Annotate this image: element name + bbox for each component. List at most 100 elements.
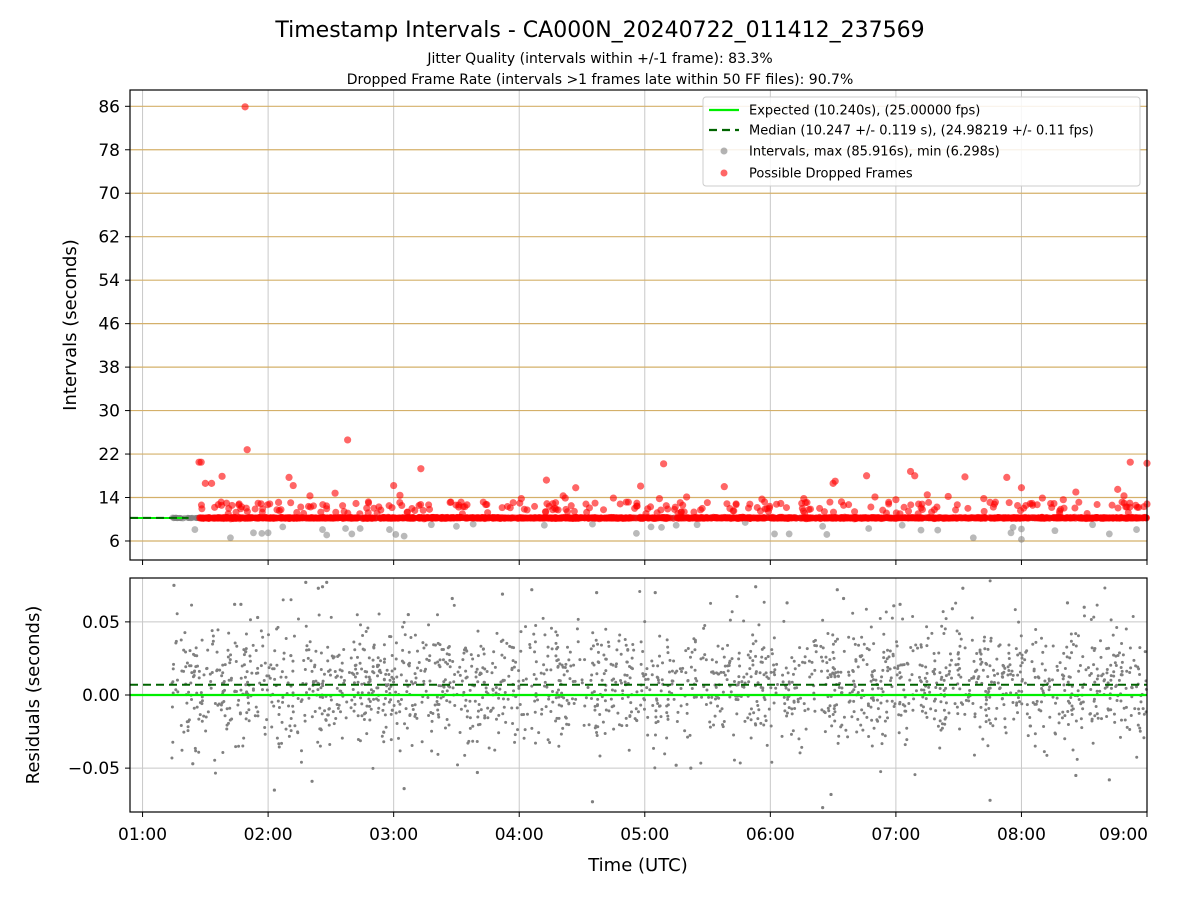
dropped-frame-point [1071, 505, 1078, 512]
residual-point [369, 700, 372, 703]
residual-point [1016, 674, 1019, 677]
residual-point [432, 643, 435, 646]
dropped-frame-point [980, 495, 987, 502]
residual-point [617, 640, 620, 643]
residual-point [554, 654, 557, 657]
dropped-frame-point [683, 493, 690, 500]
residual-point [595, 639, 598, 642]
residual-point [1121, 661, 1124, 664]
dropped-frame-point [585, 515, 592, 522]
residual-point [782, 620, 785, 623]
dropped-frame-point [417, 465, 424, 472]
residual-point [626, 649, 629, 652]
residual-point [705, 658, 708, 661]
residual-point [254, 714, 257, 717]
dropped-frame-point [312, 514, 319, 521]
residual-point [551, 647, 554, 650]
residual-point [982, 669, 985, 672]
residual-point [891, 617, 894, 620]
residual-point [334, 670, 337, 673]
dropped-frame-point [897, 510, 904, 517]
residual-point [399, 749, 402, 752]
residual-point [224, 663, 227, 666]
residual-point [537, 731, 540, 734]
residual-point [359, 623, 362, 626]
dropped-frame-point [396, 499, 403, 506]
residual-point [881, 733, 884, 736]
residual-point [483, 652, 486, 655]
residual-point [1052, 696, 1055, 699]
residual-point [464, 670, 467, 673]
residual-point [1024, 651, 1027, 654]
interval-point [453, 523, 460, 530]
residual-point [847, 671, 850, 674]
residual-point [245, 647, 248, 650]
residual-point [1056, 665, 1059, 668]
residual-point [685, 703, 688, 706]
residual-point [768, 708, 771, 711]
residual-point [641, 650, 644, 653]
dropped-frame-point [1039, 494, 1046, 501]
residual-point [404, 633, 407, 636]
residual-point [1099, 656, 1102, 659]
residual-point [328, 724, 331, 727]
residual-point [456, 763, 459, 766]
residual-point [366, 626, 369, 629]
residual-point [950, 677, 953, 680]
residual-point [504, 691, 507, 694]
residual-point [651, 673, 654, 676]
dropped-frame-point [981, 508, 988, 515]
residual-point [1018, 700, 1021, 703]
residual-point [885, 611, 888, 614]
residual-point [481, 696, 484, 699]
dropped-frame-point [1015, 514, 1022, 521]
residual-point [492, 689, 495, 692]
top-y-tick-label: 38 [98, 358, 120, 378]
residual-point [183, 631, 186, 634]
residual-point [180, 749, 183, 752]
residual-point [1066, 710, 1069, 713]
residual-point [826, 669, 829, 672]
residual-point [186, 662, 189, 665]
residual-point [583, 658, 586, 661]
residual-point [357, 714, 360, 717]
residual-point [832, 666, 835, 669]
residual-point [896, 667, 899, 670]
dropped-frame-point [733, 500, 740, 507]
residual-point [214, 772, 217, 775]
residual-point [359, 662, 362, 665]
residual-point [803, 702, 806, 705]
residual-point [476, 680, 479, 683]
residual-point [551, 701, 554, 704]
residual-point [1077, 634, 1080, 637]
dropped-frame-point [390, 482, 397, 489]
residual-point [1125, 706, 1128, 709]
residual-point [1115, 684, 1118, 687]
residual-point [999, 643, 1002, 646]
dropped-frame-point [297, 503, 304, 510]
dropped-frame-point [339, 502, 346, 509]
residual-point [680, 704, 683, 707]
residual-point [851, 612, 854, 615]
residual-point [825, 661, 828, 664]
residual-point [925, 644, 928, 647]
residual-point [290, 729, 293, 732]
residual-point [275, 664, 278, 667]
residual-point [1011, 670, 1014, 673]
residual-point [808, 675, 811, 678]
chart-subtitle-dropped: Dropped Frame Rate (intervals >1 frames … [347, 72, 854, 88]
residual-point [751, 663, 754, 666]
residual-point [717, 697, 720, 700]
residual-point [793, 707, 796, 710]
residual-point [247, 702, 250, 705]
residual-point [247, 708, 250, 711]
residual-point [517, 680, 520, 683]
residual-point [760, 656, 763, 659]
residual-point [546, 655, 549, 658]
residual-point [483, 681, 486, 684]
residual-point [285, 728, 288, 731]
residual-point [995, 658, 998, 661]
residual-point [486, 716, 489, 719]
residual-point [727, 669, 730, 672]
residual-point [1029, 725, 1032, 728]
